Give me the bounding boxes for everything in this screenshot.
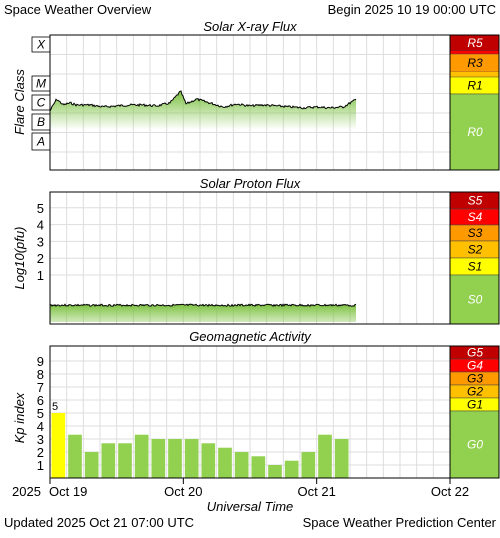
x-tick-label: Oct 22 xyxy=(431,484,469,499)
scale-label-s5: S5 xyxy=(468,194,483,208)
scale-label-r0: R0 xyxy=(467,125,483,139)
kp-bar xyxy=(168,439,182,478)
kp-bar xyxy=(201,443,216,478)
proton-ylabel: Log10(pfu) xyxy=(12,227,27,290)
proton-flux-line xyxy=(49,303,357,308)
geomag-title: Geomagnetic Activity xyxy=(189,329,312,344)
proton-panel: 1 2 34 5 S5 S4 S3 S2 S1 S0 xyxy=(37,191,500,325)
class-label-m: M xyxy=(36,77,46,91)
scale-band-r4 xyxy=(450,51,499,54)
scale-frame xyxy=(449,34,500,171)
time-axis: 2025 Oct 19 Oct 20 Oct 21 Oct 22 xyxy=(12,478,469,499)
class-label-x: X xyxy=(36,38,46,52)
kp-ytick: 6 xyxy=(37,393,44,408)
proton-ytick: 2 xyxy=(37,251,44,266)
proton-ytick: 5 xyxy=(37,201,44,216)
kp-bar xyxy=(151,439,166,478)
begin-time: Begin 2025 10 19 00:00 UTC xyxy=(328,2,496,17)
kp-bar xyxy=(284,460,299,478)
credit: Space Weather Prediction Center xyxy=(303,515,497,530)
kp-bar xyxy=(334,439,349,478)
x-tick-label: Oct 21 xyxy=(298,484,336,499)
xray-title: Solar X-ray Flux xyxy=(203,19,297,34)
kp-ytick: 4 xyxy=(37,419,44,434)
proton-ytick: 4 xyxy=(37,218,44,233)
x-axis-label: Universal Time xyxy=(207,499,294,514)
kp-bar xyxy=(218,447,232,478)
scale-label-g0: G0 xyxy=(467,438,483,452)
kp-bar xyxy=(84,452,99,478)
updated-time: Updated 2025 Oct 21 07:00 UTC xyxy=(4,515,194,530)
scale-band-s0 xyxy=(449,274,500,325)
kp-bar-label: 5 xyxy=(52,401,58,413)
xray-flux-line xyxy=(49,90,357,112)
scale-label-s1: S1 xyxy=(468,260,483,274)
kp-bar xyxy=(68,434,82,478)
kp-bar xyxy=(184,439,199,478)
scale-frame xyxy=(449,191,500,325)
scale-label-r3: R3 xyxy=(467,56,483,70)
geomag-ylabel: Kp index xyxy=(12,392,27,443)
x-tick-label: Oct 20 xyxy=(164,484,202,499)
kp-bar xyxy=(234,452,249,478)
kp-bar xyxy=(301,452,316,478)
proton-flux-fill xyxy=(50,304,356,322)
scale-label-g5: G5 xyxy=(467,346,483,360)
kp-ytick: 8 xyxy=(37,367,44,382)
scale-label-r1: R1 xyxy=(467,79,482,93)
scale-label-r5: R5 xyxy=(467,36,483,50)
scale-label-g1: G1 xyxy=(467,398,483,412)
kp-ytick: 5 xyxy=(37,406,44,421)
kp-bar xyxy=(318,434,332,478)
scale-label-s2: S2 xyxy=(468,243,483,257)
scale-label-g2: G2 xyxy=(467,385,483,399)
xray-flux-fill xyxy=(50,91,356,130)
axis-year: 2025 xyxy=(12,484,41,499)
app-title: Space Weather Overview xyxy=(4,2,152,17)
scale-label-s4: S4 xyxy=(468,210,483,224)
proton-ytick: 1 xyxy=(37,268,44,283)
xray-ylabel: Flare Class xyxy=(12,69,27,135)
kp-bar xyxy=(134,434,149,478)
kp-bar xyxy=(118,443,132,478)
scale-band-r0 xyxy=(449,93,500,171)
kp-ytick: 1 xyxy=(37,458,44,473)
kp-ytick: 2 xyxy=(37,445,44,460)
kp-bar xyxy=(51,413,66,478)
class-label-a: A xyxy=(36,135,45,149)
kp-ytick: 7 xyxy=(37,380,44,395)
proton-ytick: 3 xyxy=(37,234,44,249)
scale-band-r2 xyxy=(450,72,499,77)
kp-bar xyxy=(268,465,282,478)
class-label-b: B xyxy=(37,115,45,129)
kp-bar xyxy=(251,456,266,478)
scale-label-s0: S0 xyxy=(468,293,483,307)
kp-ytick: 9 xyxy=(37,354,44,369)
class-label-c: C xyxy=(37,96,46,110)
x-tick-label: Oct 19 xyxy=(49,484,87,499)
scale-frame xyxy=(449,345,500,479)
kp-bar xyxy=(101,443,116,478)
kp-ytick: 3 xyxy=(37,432,44,447)
proton-title: Solar Proton Flux xyxy=(200,176,301,191)
scale-label-g4: G4 xyxy=(467,359,483,373)
scale-label-s3: S3 xyxy=(468,226,483,240)
scale-label-g3: G3 xyxy=(467,372,483,386)
